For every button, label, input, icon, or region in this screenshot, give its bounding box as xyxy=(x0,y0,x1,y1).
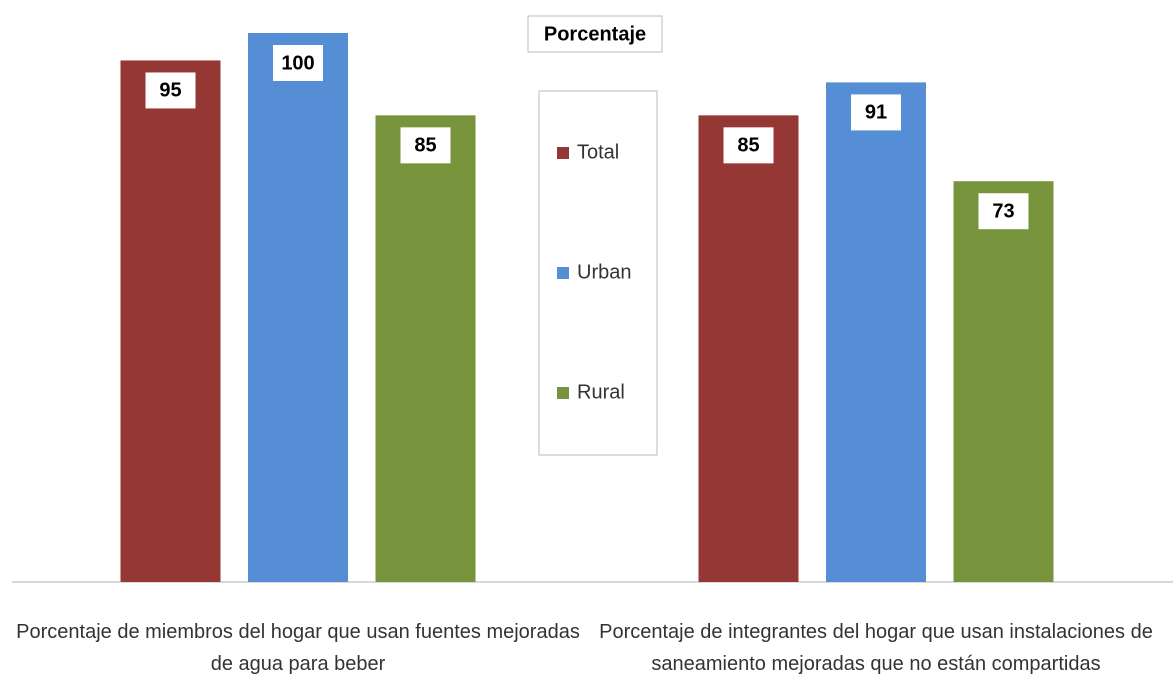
bar xyxy=(826,82,926,582)
x-tick-label: Porcentaje de integrantes del hogar que … xyxy=(599,621,1153,675)
bar xyxy=(375,115,476,582)
data-label: 91 xyxy=(865,102,887,124)
legend-label: Total xyxy=(577,141,619,163)
bar xyxy=(248,33,348,582)
data-label: 73 xyxy=(992,201,1014,223)
bar xyxy=(953,181,1054,583)
legend-swatch xyxy=(557,147,569,159)
title-box xyxy=(527,15,663,53)
data-label-box xyxy=(273,45,323,81)
data-label: 85 xyxy=(737,135,759,157)
legend-swatch xyxy=(557,267,569,279)
bar xyxy=(698,115,799,582)
data-label-box xyxy=(723,127,774,164)
data-label-box xyxy=(145,72,196,109)
data-label: 95 xyxy=(159,80,181,102)
data-label: 85 xyxy=(414,135,436,157)
data-label-box xyxy=(400,127,451,164)
legend-label: Urban xyxy=(577,261,631,283)
bar xyxy=(120,60,221,582)
data-label: 100 xyxy=(281,52,314,74)
x-tick-label: Porcentaje de miembros del hogar que usa… xyxy=(16,621,580,675)
legend-swatch xyxy=(557,387,569,399)
legend-label: Rural xyxy=(577,381,625,403)
data-label-box xyxy=(978,193,1029,230)
chart-title: Porcentaje xyxy=(544,23,646,45)
data-label-box xyxy=(851,94,901,131)
